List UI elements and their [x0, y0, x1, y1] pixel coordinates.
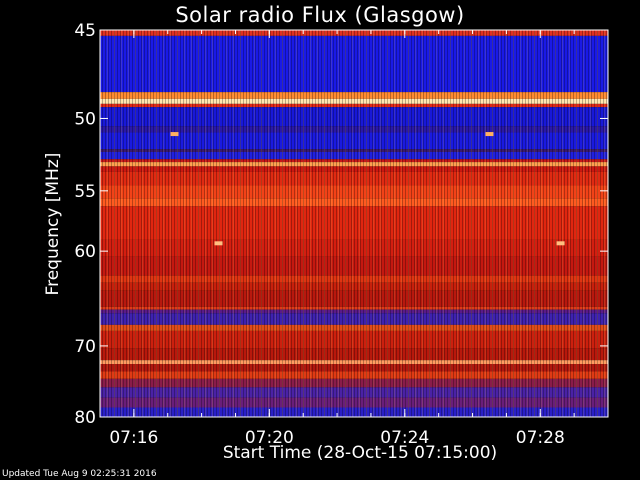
bright-spots	[170, 132, 565, 246]
y-tick-label-60: 60	[74, 242, 96, 262]
x-tick-label-07:16: 07:16	[109, 428, 158, 448]
chart-title: Solar radio Flux (Glasgow)	[175, 3, 465, 27]
spot-3	[556, 241, 565, 246]
spot-0	[170, 132, 179, 137]
x-tick-label-07:24: 07:24	[380, 428, 429, 448]
x-tick-label-07:28: 07:28	[516, 428, 565, 448]
y-tick-label-55: 55	[74, 182, 96, 202]
texture-overlay-2	[100, 30, 608, 417]
x-axis-title: Start Time (28-Oct-15 07:15:00)	[222, 443, 498, 463]
spot-2	[214, 241, 223, 246]
updated-timestamp: Updated Tue Aug 9 02:25:31 2016	[2, 469, 157, 479]
x-tick-label-07:20: 07:20	[245, 428, 294, 448]
y-axis-title: Frequency [MHz]	[43, 152, 63, 296]
y-tick-label-80: 80	[74, 408, 96, 428]
y-tick-label-45: 45	[74, 21, 96, 41]
plot-axes: 45 50 55 60 70 80 07:16 07:20 07:24 07:28	[74, 21, 609, 448]
y-tick-label-50: 50	[74, 109, 96, 129]
y-tick-label-70: 70	[74, 337, 96, 357]
spot-1	[485, 132, 494, 137]
plot-frame	[99, 29, 609, 418]
